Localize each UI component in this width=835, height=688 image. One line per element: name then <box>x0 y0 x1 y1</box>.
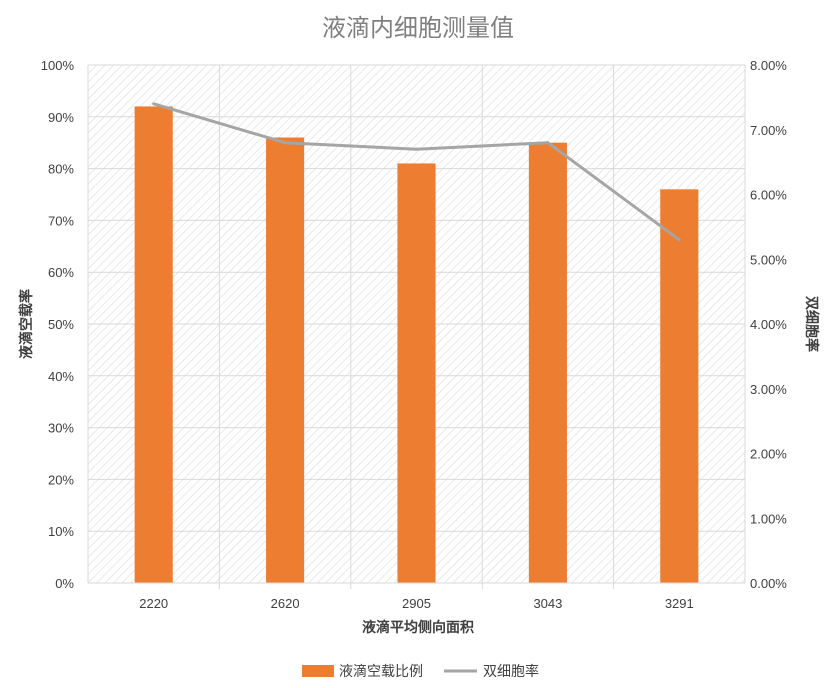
y-axis-left: 0% 10% 20% 30% 40% 50% 60% 70% 80% 90% 100% <box>41 58 75 591</box>
y-right-tick-label: 5.00% <box>750 252 787 267</box>
y-left-tick-label: 20% <box>48 472 74 487</box>
x-tick-label: 2620 <box>271 596 300 611</box>
bar <box>266 137 305 583</box>
line-point <box>677 238 681 242</box>
line-series <box>152 102 681 242</box>
legend-bar-label: 液滴空载比例 <box>339 663 423 680</box>
bar <box>134 106 173 583</box>
bar <box>397 163 436 584</box>
line-point <box>415 147 418 151</box>
y-left-tick-label: 60% <box>48 265 74 280</box>
legend-bar-swatch <box>302 665 334 677</box>
line-point <box>283 141 287 145</box>
y-axis-right: 0.00% 1.00% 2.00% 3.00% 4.00% 5.00% 6.00% 7.00%… <box>750 58 787 591</box>
y-left-tick-label: 80% <box>48 162 74 177</box>
y-left-tick-label: 90% <box>48 110 74 125</box>
y-axis-right-title: 双细胞率 <box>803 296 820 352</box>
y-left-tick-label: 40% <box>48 369 74 384</box>
y-right-tick-label: 2.00% <box>750 447 787 462</box>
y-left-tick-label: 30% <box>48 421 74 436</box>
x-axis-title: 液滴平均侧向面积 <box>362 619 474 636</box>
x-tick-label: 3291 <box>665 596 694 611</box>
chart-title: 液滴内细胞测量值 <box>322 14 514 42</box>
bar-series <box>134 106 699 584</box>
bar <box>528 142 567 583</box>
x-tick-label: 2220 <box>139 596 168 611</box>
y-right-tick-label: 1.00% <box>750 511 787 526</box>
x-tick-label: 2905 <box>402 596 431 611</box>
y-right-tick-label: 6.00% <box>750 188 787 203</box>
legend: 液滴空载比例 双细胞率 <box>302 663 539 680</box>
y-right-tick-label: 3.00% <box>750 382 787 397</box>
y-left-tick-label: 50% <box>48 317 74 332</box>
line-point <box>546 141 550 145</box>
y-right-tick-label: 4.00% <box>750 317 787 332</box>
legend-line-label: 双细胞率 <box>483 663 539 680</box>
y-left-tick-label: 100% <box>41 58 75 73</box>
x-axis: 2220 2620 2905 3043 3291 <box>88 582 745 611</box>
y-right-tick-label: 7.00% <box>750 123 787 138</box>
line-point <box>152 102 156 106</box>
y-left-tick-label: 70% <box>48 213 74 228</box>
y-right-tick-label: 0.00% <box>750 576 787 591</box>
y-right-tick-label: 8.00% <box>750 58 787 73</box>
y-axis-left-title: 液滴空载率 <box>18 289 35 359</box>
x-tick-label: 3043 <box>533 596 562 611</box>
bar <box>660 189 699 583</box>
y-left-tick-label: 10% <box>48 524 74 539</box>
y-left-tick-label: 0% <box>55 576 74 591</box>
